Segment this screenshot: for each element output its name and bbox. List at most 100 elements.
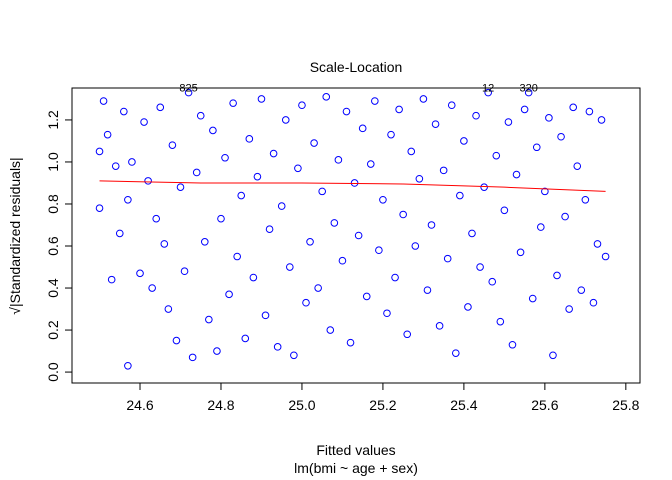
- smooth-line: [99, 180, 606, 192]
- point: [456, 191, 464, 200]
- point: [217, 214, 225, 223]
- x-tick-label: 25.6: [531, 397, 558, 413]
- point: [354, 231, 363, 240]
- point-label: 320: [519, 83, 537, 95]
- point: [379, 195, 387, 204]
- point: [128, 158, 136, 166]
- point: [213, 347, 221, 355]
- point: [468, 229, 476, 238]
- point: [484, 88, 492, 97]
- y-tick-label: 0.0: [45, 362, 61, 382]
- point: [338, 256, 347, 265]
- point: [532, 143, 541, 152]
- point: [205, 315, 213, 324]
- point: [160, 240, 169, 248]
- point: [330, 219, 339, 227]
- point: [172, 336, 181, 345]
- point: [334, 156, 343, 164]
- point: [184, 88, 193, 97]
- point: [124, 361, 132, 370]
- point: [306, 238, 314, 246]
- point: [241, 334, 250, 343]
- point: [140, 118, 148, 126]
- point: [342, 107, 351, 116]
- point: [476, 263, 484, 271]
- point: [411, 242, 420, 250]
- point: [229, 99, 237, 107]
- point: [541, 187, 549, 196]
- plot-box: [71, 87, 641, 384]
- point: [464, 303, 472, 311]
- point: [346, 338, 355, 347]
- point: [545, 114, 553, 122]
- point: [565, 305, 573, 313]
- point: [225, 290, 233, 299]
- point: [180, 267, 189, 276]
- point: [95, 147, 104, 156]
- point: [192, 168, 201, 177]
- point: [561, 212, 569, 221]
- point: [273, 343, 282, 351]
- point: [148, 284, 156, 292]
- point: [120, 107, 128, 116]
- point: [581, 195, 590, 204]
- point: [516, 248, 525, 257]
- point: [196, 111, 205, 120]
- point: [447, 101, 456, 110]
- point: [569, 103, 578, 112]
- point: [164, 305, 173, 313]
- point: [136, 269, 144, 278]
- point: [375, 246, 383, 255]
- point: [577, 286, 586, 294]
- x-tick-label: 24.6: [126, 397, 153, 413]
- point: [492, 151, 501, 160]
- point: [504, 118, 513, 126]
- point: [221, 153, 229, 162]
- point: [253, 172, 262, 181]
- x-tick-label: 24.8: [207, 397, 234, 413]
- point: [585, 107, 594, 116]
- point: [597, 116, 606, 124]
- point: [431, 120, 440, 128]
- point: [310, 139, 318, 147]
- x-tick-label: 25.0: [288, 397, 315, 413]
- point: [537, 223, 545, 231]
- point: [302, 298, 310, 307]
- point: [245, 135, 254, 143]
- point: [557, 132, 565, 141]
- x-axis-label: Fitted values: [316, 442, 395, 458]
- point: [269, 149, 278, 158]
- point: [318, 187, 326, 196]
- point: [362, 292, 371, 301]
- point: [103, 130, 112, 139]
- y-tick-label: 0.8: [45, 194, 61, 214]
- point: [601, 252, 610, 261]
- point: [573, 162, 582, 170]
- point: [144, 177, 152, 185]
- point: [399, 210, 407, 219]
- point: [460, 137, 468, 145]
- point: [383, 309, 391, 318]
- point: [281, 116, 290, 124]
- point: [553, 271, 561, 280]
- point: [156, 103, 165, 112]
- point: [233, 252, 241, 261]
- point: [524, 88, 533, 97]
- point: [488, 277, 497, 286]
- point: [528, 294, 537, 303]
- point: [395, 105, 403, 114]
- point: [95, 204, 104, 212]
- point: [427, 221, 436, 229]
- x-tick-label: 25.2: [369, 397, 396, 413]
- point: [99, 97, 108, 105]
- point: [265, 225, 274, 233]
- y-tick-label: 1.0: [45, 152, 61, 172]
- y-tick-label: 0.2: [45, 320, 61, 340]
- point: [512, 170, 521, 179]
- point: [593, 240, 602, 248]
- y-tick-label: 0.6: [45, 236, 61, 256]
- point: [371, 97, 379, 105]
- point: [200, 238, 209, 246]
- point: [407, 147, 416, 156]
- point: [496, 317, 505, 326]
